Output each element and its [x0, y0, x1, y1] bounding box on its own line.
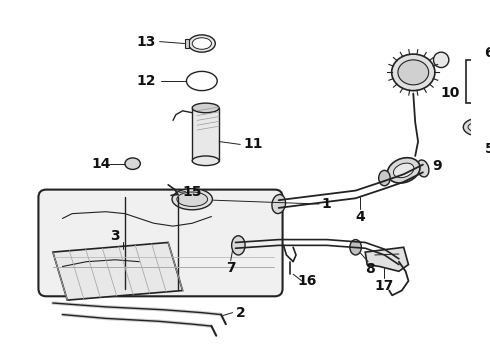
Ellipse shape — [172, 189, 212, 210]
Text: 11: 11 — [243, 138, 263, 152]
Ellipse shape — [468, 122, 487, 132]
Text: 17: 17 — [375, 279, 394, 293]
Text: 1: 1 — [322, 197, 332, 211]
Bar — [192, 108, 219, 161]
Ellipse shape — [188, 35, 215, 52]
Text: 9: 9 — [433, 159, 442, 172]
Text: 13: 13 — [136, 35, 156, 49]
Ellipse shape — [187, 71, 217, 91]
Ellipse shape — [192, 156, 219, 166]
Ellipse shape — [417, 160, 429, 177]
Ellipse shape — [463, 118, 490, 136]
Text: 8: 8 — [365, 262, 375, 276]
Text: 14: 14 — [91, 157, 111, 171]
Text: 5: 5 — [485, 142, 490, 156]
Text: 15: 15 — [182, 185, 202, 198]
Polygon shape — [185, 39, 189, 48]
Text: 7: 7 — [226, 261, 236, 275]
Ellipse shape — [392, 54, 435, 91]
Circle shape — [434, 52, 449, 68]
Ellipse shape — [232, 236, 245, 255]
Text: 16: 16 — [298, 274, 317, 288]
Ellipse shape — [393, 163, 414, 178]
Polygon shape — [53, 243, 183, 300]
Ellipse shape — [379, 170, 390, 186]
Text: 2: 2 — [235, 306, 245, 320]
Text: 10: 10 — [440, 86, 460, 100]
Text: 4: 4 — [356, 210, 366, 224]
Bar — [466, 60, 490, 103]
Ellipse shape — [479, 94, 490, 118]
Ellipse shape — [387, 158, 420, 183]
FancyBboxPatch shape — [38, 190, 283, 296]
Ellipse shape — [398, 60, 429, 85]
Ellipse shape — [350, 240, 362, 255]
Text: 12: 12 — [136, 74, 156, 88]
Text: 6: 6 — [485, 46, 490, 60]
Polygon shape — [365, 247, 409, 271]
Ellipse shape — [177, 192, 208, 206]
Ellipse shape — [192, 103, 219, 113]
Text: 3: 3 — [111, 229, 120, 243]
Ellipse shape — [125, 158, 140, 170]
Ellipse shape — [192, 38, 212, 49]
Ellipse shape — [272, 194, 286, 213]
